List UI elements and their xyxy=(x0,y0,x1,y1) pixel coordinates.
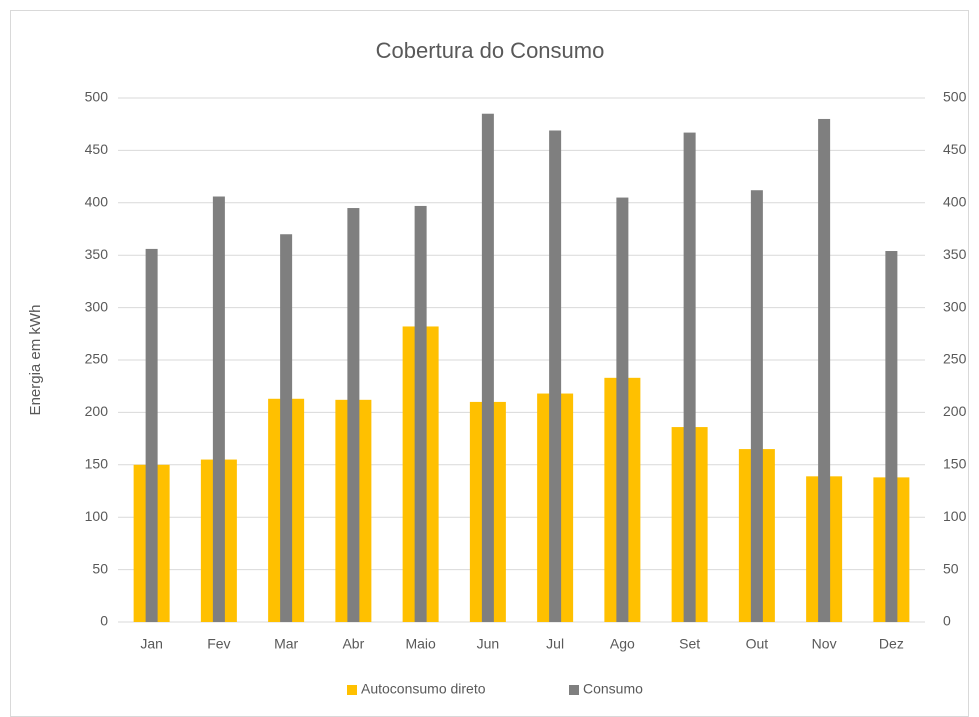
y2-tick-label: 300 xyxy=(943,298,967,314)
y-tick-label: 350 xyxy=(85,246,109,262)
legend-swatch xyxy=(569,685,579,695)
legend-label: Autoconsumo direto xyxy=(361,681,486,697)
x-tick-label: Jul xyxy=(546,636,564,652)
x-tick-label: Out xyxy=(746,636,769,652)
bar xyxy=(212,196,225,622)
y2-tick-label: 500 xyxy=(943,89,967,105)
bar xyxy=(414,205,427,622)
bar xyxy=(347,208,360,623)
y2-tick-label: 250 xyxy=(943,351,967,367)
y-tick-label: 500 xyxy=(85,89,109,105)
bar xyxy=(616,197,629,622)
x-tick-label: Abr xyxy=(342,636,364,652)
y-tick-label: 150 xyxy=(85,456,109,472)
x-tick-label: Ago xyxy=(610,636,635,652)
x-tick-label: Jan xyxy=(140,636,163,652)
y-tick-label: 200 xyxy=(85,403,109,419)
legend-swatch xyxy=(347,685,357,695)
y2-tick-label: 150 xyxy=(943,456,967,472)
bar xyxy=(885,251,898,622)
x-tick-label: Jun xyxy=(477,636,500,652)
x-tick-label: Nov xyxy=(812,636,837,652)
y2-tick-label: 200 xyxy=(943,403,967,419)
x-tick-label: Maio xyxy=(405,636,436,652)
bar xyxy=(683,132,696,623)
bar xyxy=(481,113,494,622)
y-tick-label: 300 xyxy=(85,298,109,314)
chart-title: Cobertura do Consumo xyxy=(376,38,605,63)
x-tick-label: Set xyxy=(679,636,700,652)
bar xyxy=(549,130,562,622)
x-tick-label: Dez xyxy=(879,636,904,652)
y-tick-label: 450 xyxy=(85,141,109,157)
y-tick-label: 100 xyxy=(85,508,109,524)
bar xyxy=(280,234,293,623)
y-tick-label: 50 xyxy=(92,560,108,576)
legend-label: Consumo xyxy=(583,681,643,697)
x-tick-label: Mar xyxy=(274,636,298,652)
y2-tick-label: 450 xyxy=(943,141,967,157)
y-axis-label: Energia em kWh xyxy=(27,305,44,416)
bar xyxy=(818,118,831,623)
y-tick-label: 250 xyxy=(85,351,109,367)
bar xyxy=(145,248,158,623)
y-tick-label: 0 xyxy=(100,613,108,629)
bar xyxy=(750,190,763,622)
x-tick-label: Fev xyxy=(207,636,230,652)
y2-tick-label: 400 xyxy=(943,194,967,210)
y2-tick-label: 0 xyxy=(943,613,951,629)
y2-tick-label: 350 xyxy=(943,246,967,262)
y2-tick-label: 50 xyxy=(943,560,959,576)
y-tick-label: 400 xyxy=(85,194,109,210)
y2-tick-label: 100 xyxy=(943,508,967,524)
